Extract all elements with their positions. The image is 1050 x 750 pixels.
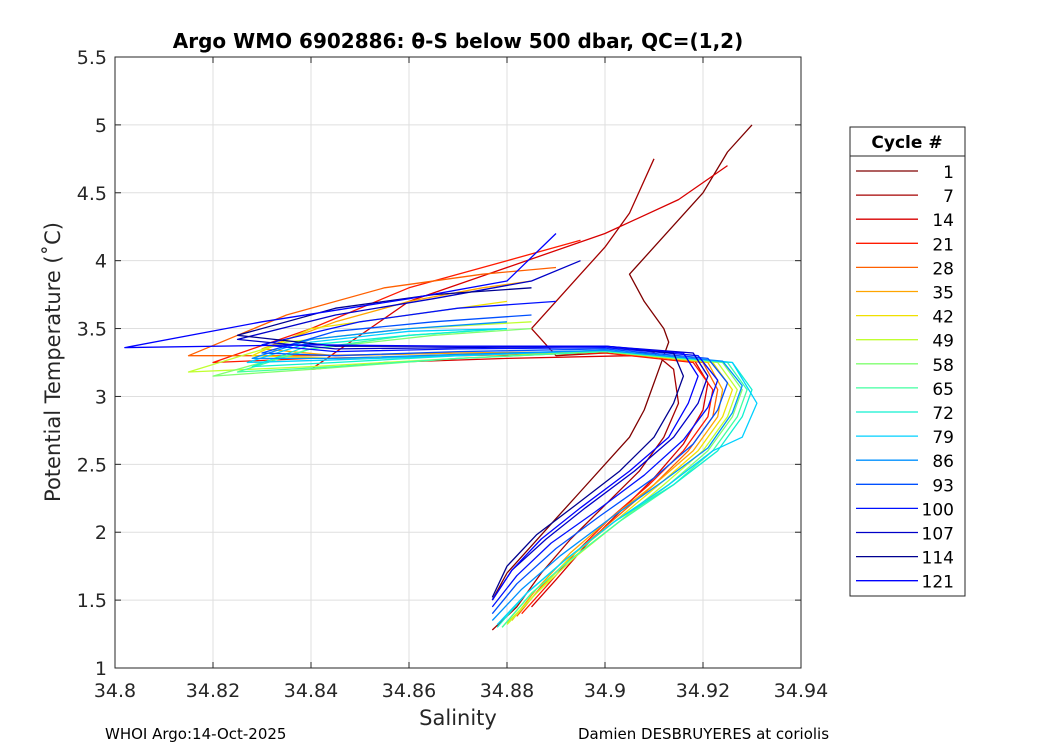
y-tick-label: 1	[95, 658, 107, 680]
axis-ticks: 34.8 34.82 34.84 34.86 34.88 34.9 34.92 34.94 1 1…	[77, 47, 828, 702]
legend-label-7: 7	[943, 187, 954, 207]
plot-frame	[114, 56, 802, 669]
y-axis-label: Potential Temperature (˚C)	[41, 222, 65, 502]
legend-label-65: 65	[932, 380, 954, 400]
legend-label-121: 121	[922, 573, 954, 593]
legend-label-28: 28	[932, 259, 954, 279]
x-tick-label: 34.82	[186, 680, 240, 702]
y-tick-label: 2	[95, 522, 107, 544]
y-tick-label: 2.5	[77, 454, 107, 476]
y-tick-label: 5.5	[77, 47, 107, 69]
y-tick-label: 5	[95, 115, 107, 137]
x-axis-label: Salinity	[419, 706, 497, 730]
series-line-cycle-107	[236, 260, 709, 601]
legend-box	[849, 126, 966, 597]
legend-label-86: 86	[932, 452, 954, 472]
x-tick-label: 34.8	[94, 680, 136, 702]
series-line-cycle-79	[246, 327, 758, 626]
x-tick-label: 34.86	[382, 680, 436, 702]
y-tick-label: 4	[95, 251, 107, 273]
footer-credit-right: Damien DESBRUYERES at coriolis	[578, 725, 830, 743]
series-line-cycle-121	[124, 233, 699, 601]
legend-label-49: 49	[932, 332, 954, 352]
legend-label-72: 72	[932, 404, 954, 424]
legend-label-21: 21	[932, 235, 954, 255]
legend-title: Cycle #	[871, 133, 942, 153]
chart-title: Argo WMO 6902886: θ-S below 500 dbar, QC…	[173, 29, 743, 53]
x-tick-label: 34.88	[480, 680, 534, 702]
x-tick-label: 34.84	[284, 680, 338, 702]
legend-label-100: 100	[922, 500, 954, 520]
y-tick-label: 4.5	[77, 183, 107, 205]
y-tick-label: 1.5	[77, 590, 107, 612]
y-tick-label: 3.5	[77, 319, 107, 341]
plot-area	[115, 57, 801, 668]
series-line-cycle-114	[236, 287, 685, 598]
x-tick-label: 34.94	[774, 680, 828, 702]
legend: Cycle # 1 7 14 21 28 35 42 49 58 65 72 79 86 93 100 107…	[849, 126, 966, 597]
x-tick-label: 34.9	[584, 680, 626, 702]
legend-label-107: 107	[922, 525, 954, 545]
series-line-cycle-100	[261, 300, 719, 608]
legend-label-58: 58	[932, 356, 954, 376]
legend-items: 1 7 14 21 28 35 42 49 58 65 72 79 86 93 100 107 114 121	[856, 163, 954, 593]
series-line-cycle-86	[251, 321, 743, 621]
y-tick-label: 3	[95, 386, 107, 408]
legend-label-35: 35	[932, 284, 954, 304]
legend-label-114: 114	[922, 549, 954, 569]
legend-label-93: 93	[932, 476, 954, 496]
legend-label-79: 79	[932, 428, 954, 448]
x-tick-label: 34.92	[676, 680, 730, 702]
legend-label-42: 42	[932, 308, 954, 328]
legend-label-14: 14	[932, 211, 954, 231]
series-line-cycle-65	[236, 327, 748, 628]
footer-credit-left: WHOI Argo:14-Oct-2025	[105, 725, 287, 743]
series-line-cycle-21	[212, 239, 714, 615]
series-lines	[124, 124, 758, 631]
legend-label-1: 1	[943, 163, 954, 183]
series-line-cycle-7	[491, 158, 680, 631]
